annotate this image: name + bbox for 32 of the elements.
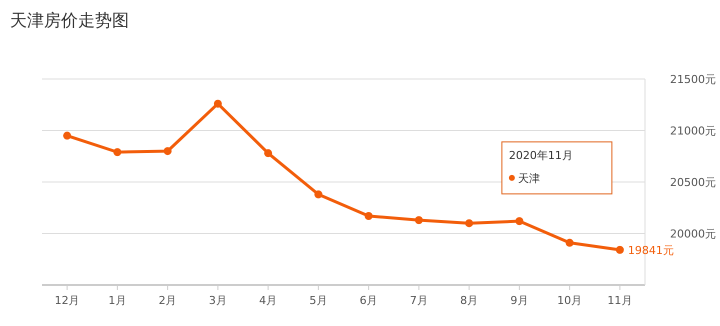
point xyxy=(264,149,272,158)
legend-label: 天津 xyxy=(518,172,540,185)
x-tick-label: 9月 xyxy=(510,294,528,307)
x-tick-label: 12月 xyxy=(54,294,80,307)
point xyxy=(515,217,524,226)
x-tick-label: 5月 xyxy=(309,294,328,307)
point xyxy=(214,100,222,108)
point xyxy=(465,219,474,228)
point xyxy=(566,238,574,247)
x-tick-label: 6月 xyxy=(360,294,378,307)
point xyxy=(63,132,72,140)
y-tick-label: 20500元 xyxy=(670,176,716,189)
x-tick-label: 8月 xyxy=(460,294,478,307)
x-tick-label: 4月 xyxy=(259,294,278,307)
x-tick-label: 1月 xyxy=(108,294,126,307)
point xyxy=(364,212,373,220)
point xyxy=(314,190,322,198)
x-tick-label: 11月 xyxy=(607,294,632,307)
y-tick-label: 21500元 xyxy=(670,73,716,86)
point xyxy=(113,148,122,156)
x-tick-label: 10月 xyxy=(557,294,582,307)
x-tick-label: 2月 xyxy=(158,294,177,307)
chart-title: 天津房价走势图 xyxy=(10,11,129,31)
y-tick-label: 21000元 xyxy=(670,124,716,138)
x-tick-label: 3月 xyxy=(208,294,227,307)
y-tick-label: 20000元 xyxy=(670,228,716,240)
point xyxy=(616,246,624,254)
point xyxy=(414,216,423,224)
data-label: 19841元 xyxy=(628,244,674,257)
annotation: 2020年11月 xyxy=(508,148,573,162)
x-tick-label: 7月 xyxy=(410,294,428,307)
point xyxy=(164,147,172,156)
